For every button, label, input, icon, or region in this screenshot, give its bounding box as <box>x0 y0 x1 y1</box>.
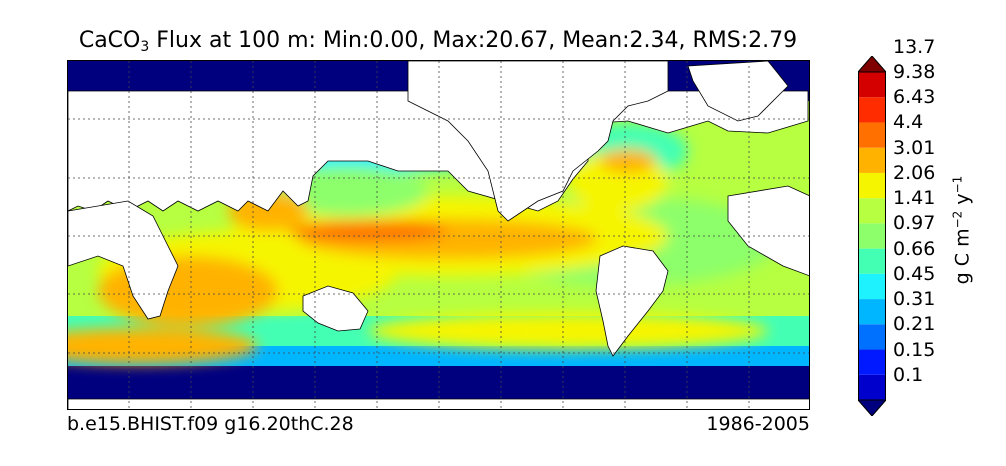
colorbar-tick-label: 0.1 <box>893 363 924 386</box>
colorbar-tick-label: 0.66 <box>893 237 936 260</box>
colorbar-tick-label: 0.21 <box>893 313 936 336</box>
colorbar-segment <box>858 324 886 350</box>
colorbar-outline <box>858 71 886 401</box>
title-subscript: 3 <box>140 39 150 55</box>
colorbar-tick-label: 2.06 <box>893 161 936 184</box>
colorbar-segment <box>858 97 886 123</box>
colorbar-tick-label: 0.15 <box>893 338 936 361</box>
units-base2: y <box>951 193 974 211</box>
colorbar-tick-label: 3.01 <box>893 136 936 159</box>
period-label: 1986-2005 <box>706 413 810 435</box>
colorbar-tick-label: 0.31 <box>893 288 936 311</box>
colorbar-segment <box>858 248 886 274</box>
colorbar-segment <box>858 122 886 148</box>
colorbar-segment <box>858 349 886 375</box>
colorbar-segment <box>858 273 886 300</box>
greenland <box>687 61 789 122</box>
grid-lines <box>68 61 809 409</box>
colorbar-tick-label: 0.45 <box>893 262 936 285</box>
colorbar-segment <box>858 299 886 325</box>
colorbar-units: g C m−2 y−1 <box>950 176 973 285</box>
colorbar-segment <box>858 198 886 224</box>
colorbar-tick-label: 13.7 <box>893 35 936 58</box>
colorbar-segment <box>858 223 886 249</box>
units-exp1: −2 <box>950 210 965 229</box>
africa <box>68 200 179 320</box>
title-prefix: CaCO <box>78 28 141 53</box>
south-america <box>595 245 669 357</box>
antarctica <box>68 398 809 409</box>
map-canvas <box>68 61 809 409</box>
colorbar-tick-label: 4.4 <box>893 111 924 134</box>
colorbar-tick-label: 0.97 <box>893 212 936 235</box>
colorbar-extend-max <box>858 56 886 73</box>
units-exp2: −1 <box>950 175 965 194</box>
colorbar-tick-label: 1.41 <box>893 187 936 210</box>
case-name-label: b.e15.BHIST.f09 g16.20thC.28 <box>67 413 354 435</box>
colorbar-segment <box>858 72 886 98</box>
plot-title: CaCO3 Flux at 100 m: Min:0.00, Max:20.67… <box>0 28 876 55</box>
colorbar-segment <box>858 147 886 173</box>
australia <box>302 285 369 332</box>
colorbar-segment <box>858 172 886 199</box>
colorbar-tick-label: 9.38 <box>893 61 936 83</box>
africa-east <box>727 185 809 277</box>
title-stats: Flux at 100 m: Min:0.00, Max:20.67, Mean… <box>149 28 798 53</box>
colorbar-extend-min <box>858 399 886 416</box>
colorbar <box>858 56 886 416</box>
colorbar-tick-label: 6.43 <box>893 86 936 109</box>
colorbar-segment <box>858 374 886 400</box>
units-base1: g C m <box>951 228 974 285</box>
global-map <box>67 60 810 410</box>
